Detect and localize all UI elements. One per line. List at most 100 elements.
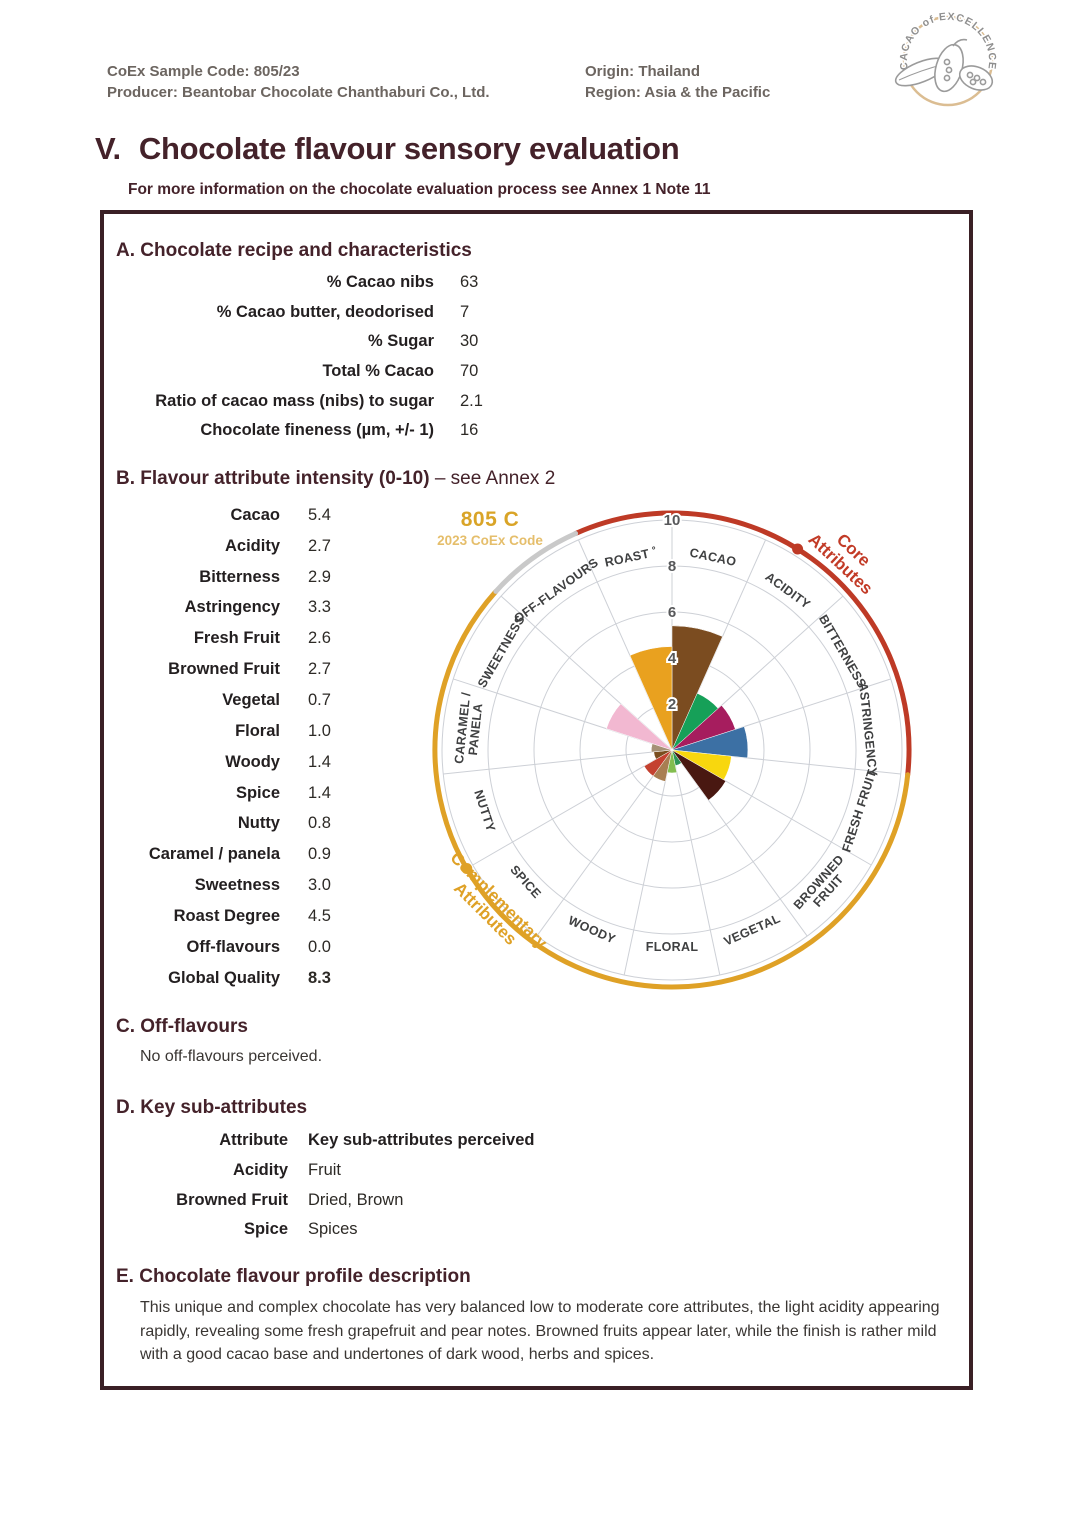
radial-tick-8: 8 <box>668 558 676 575</box>
attribute-row: Roast Degree 4.5 <box>116 901 331 932</box>
attribute-row: Acidity 2.7 <box>116 531 331 562</box>
attribute-label: Woody <box>225 752 280 771</box>
attribute-row: Floral 1.0 <box>116 716 331 747</box>
sector-label-caramel-panela: CARAMEL /PANELA <box>452 691 486 766</box>
attribute-label: Off-flavours <box>186 937 280 956</box>
attribute-row: Nutty 0.8 <box>116 808 331 839</box>
attribute-value: 5.4 <box>308 505 331 524</box>
attribute-value: 3.3 <box>308 598 331 617</box>
ring-arc-complementary <box>432 588 911 990</box>
header-meta-left: CoEx Sample Code: 805/23 Producer: Beant… <box>107 61 490 103</box>
chart-code-caption: 2023 CoEx Code <box>437 533 543 548</box>
ring-arc-off <box>493 530 579 594</box>
attribute-label: Spice <box>235 783 280 802</box>
attribute-row: Sweetness 3.0 <box>116 870 331 901</box>
sub-attribute-label: Browned Fruit <box>176 1190 288 1209</box>
section-c-heading: C. Off-flavours <box>116 1016 248 1037</box>
ring-dot <box>461 863 473 874</box>
section-d-heading: D. Key sub-attributes <box>116 1097 308 1118</box>
attribute-label: Floral <box>235 721 280 740</box>
recipe-row: Chocolate fineness (µm, +/- 1) 16 <box>116 416 483 446</box>
sector-label-roast: ROAST ˚ <box>603 545 658 570</box>
attribute-value: 0.0 <box>308 937 331 956</box>
sector-label-woody: WOODY <box>566 913 618 946</box>
attribute-label: Acidity <box>224 536 280 555</box>
section-b-heading: B. Flavour attribute intensity (0-10) – … <box>116 468 555 490</box>
profile-description: This unique and complex chocolate has ve… <box>140 1299 940 1363</box>
attribute-value: 0.9 <box>308 845 331 864</box>
recipe-table: % Cacao nibs 63 % Cacao butter, deodorised… <box>116 268 483 446</box>
recipe-label: Total % Cacao <box>322 362 434 381</box>
sub-attribute-value: Fruit <box>308 1161 341 1180</box>
sector-label-acidity: ACIDITY <box>763 570 814 612</box>
sub-attribute-value: Key sub-attributes perceived <box>308 1131 535 1150</box>
sub-attribute-row: Attribute Key sub-attributes perceived <box>116 1126 535 1156</box>
attribute-label: Roast Degree <box>173 906 280 925</box>
chart-wedge-cacao <box>671 625 723 751</box>
chart-wedge-astringency <box>671 726 749 759</box>
attribute-row: Caramel / panela 0.9 <box>116 839 331 870</box>
grid-spoke <box>623 749 673 976</box>
grid-spoke <box>443 749 673 775</box>
attribute-value: 0.8 <box>308 814 331 833</box>
report-frame <box>100 210 973 1390</box>
attribute-label: Global Quality <box>168 968 280 987</box>
recipe-label: % Cacao nibs <box>326 273 434 292</box>
sub-attributes-table: Attribute Key sub-attributes perceived Aci… <box>116 1126 535 1245</box>
chart-wedge-browned-fruit <box>671 749 727 801</box>
recipe-value: 30 <box>460 332 479 351</box>
chart-code-block: 805 C 2023 CoEx Code <box>420 508 560 548</box>
sub-attribute-row: Browned Fruit Dried, Brown <box>116 1185 535 1215</box>
attribute-row: Browned Fruit 2.7 <box>116 654 331 685</box>
sub-attribute-value: Dried, Brown <box>308 1190 404 1209</box>
attribute-row: Fresh Fruit 2.6 <box>116 623 331 654</box>
attribute-row: Bitterness 2.9 <box>116 562 331 593</box>
section-b-heading-bold: B. Flavour attribute intensity (0-10) <box>116 468 430 489</box>
attribute-value: 2.7 <box>308 536 331 555</box>
sector-label-floral: FLORAL <box>646 940 699 954</box>
attribute-value: 4.5 <box>308 906 331 925</box>
recipe-label: Chocolate fineness (µm, +/- 1) <box>200 421 434 440</box>
sub-attribute-value: Spices <box>308 1220 358 1239</box>
recipe-value: 70 <box>460 362 479 381</box>
attribute-row: Woody 1.4 <box>116 747 331 778</box>
off-flavours-text: No off-flavours perceived. <box>140 1048 323 1065</box>
grid-spoke <box>472 749 673 866</box>
page-title-text: Chocolate flavour sensory evaluation <box>138 131 680 166</box>
attribute-label: Sweetness <box>194 876 280 895</box>
recipe-label: Ratio of cacao mass (nibs) to sugar <box>155 391 434 410</box>
recipe-value: 16 <box>460 421 479 440</box>
attribute-label: Bitterness <box>199 567 280 586</box>
recipe-row: % Cacao butter, deodorised 7 <box>116 298 483 328</box>
radial-tick-10: 10 <box>664 512 681 529</box>
chart-wedge-sweetness <box>606 703 673 751</box>
coex-logo: CACAO of EXCELLENCE <box>894 9 999 107</box>
grid-spoke <box>671 749 721 976</box>
attribute-row: Vegetal 0.7 <box>116 685 331 716</box>
radial-tick-4: 4 <box>668 650 677 667</box>
attribute-row: Off-flavours 0.0 <box>116 932 331 963</box>
sector-label-astringency: ASTRINGENCY <box>856 682 880 778</box>
ring-arc-core <box>573 510 912 778</box>
producer: Producer: Beantobar Chocolate Chanthabur… <box>107 84 490 101</box>
chart-wedge-spice <box>643 749 673 777</box>
radial-tick-6: 6 <box>668 604 676 621</box>
sub-attribute-label: Attribute <box>219 1131 288 1150</box>
attribute-row: Global Quality 8.3 <box>116 963 331 994</box>
sector-label-cacao: CACAO <box>688 546 737 570</box>
attribute-label: Browned Fruit <box>168 660 280 679</box>
recipe-value: 2.1 <box>460 391 483 410</box>
radial-tick-2: 2 <box>668 696 676 713</box>
recipe-row: Ratio of cacao mass (nibs) to sugar 2.1 <box>116 386 483 416</box>
sample-code: CoEx Sample Code: 805/23 <box>107 63 300 80</box>
attribute-value: 1.4 <box>308 783 331 802</box>
page-subtitle: For more information on the chocolate ev… <box>128 181 711 198</box>
attribute-label: Vegetal <box>222 690 280 709</box>
recipe-row: Total % Cacao 70 <box>116 357 483 387</box>
section-b-heading-rest: – see Annex 2 <box>429 468 556 489</box>
origin: Origin: Thailand <box>585 63 700 80</box>
attribute-value: 2.6 <box>308 629 331 648</box>
ring-dot <box>792 543 804 555</box>
attribute-value: 8.3 <box>308 968 331 987</box>
